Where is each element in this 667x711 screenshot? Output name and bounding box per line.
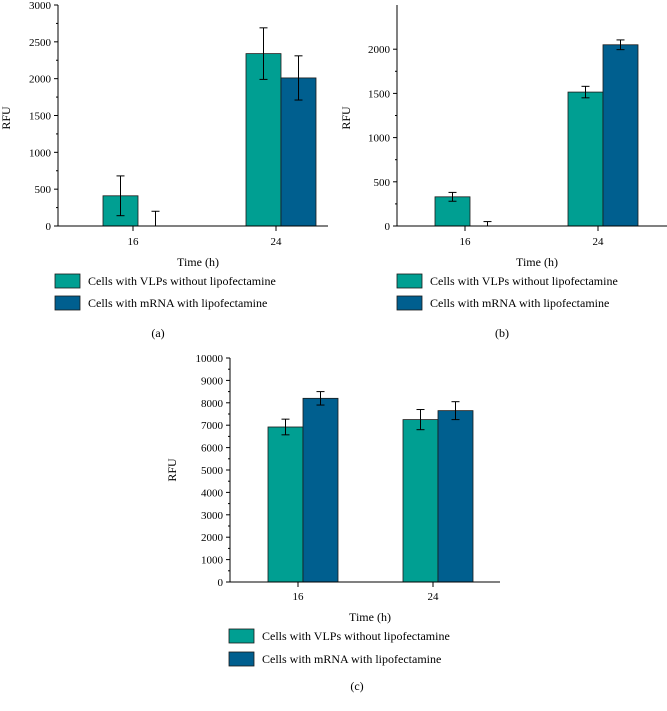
y-axis-label: RFU xyxy=(0,106,13,130)
x-axis-label: Time (h) xyxy=(516,255,558,269)
y-tick-label: 7000 xyxy=(201,420,224,432)
error-bar-vlp-16 xyxy=(281,418,290,436)
y-tick-label: 2000 xyxy=(201,532,224,544)
y-tick-label: 500 xyxy=(35,184,52,196)
y-tick-label: 1000 xyxy=(201,555,224,567)
chart-panel-3: 0 1000 2000 3000 4000 5000 6000 7000 8000 9000 100… xyxy=(165,353,500,693)
x-tick-label: 24 xyxy=(271,236,283,248)
bar-vlp-24 xyxy=(567,91,604,227)
y-axis-label: RFU xyxy=(165,458,179,482)
x-tick-label: 16 xyxy=(293,591,305,603)
error-bar-vlp-16 xyxy=(116,175,125,217)
y-tick-label: 0 xyxy=(385,221,391,233)
y-tick-label: 4000 xyxy=(201,487,224,499)
legend: Cells with VLPs without lipofectamine Cel… xyxy=(54,273,276,311)
bar-vlp-16 xyxy=(267,426,304,583)
legend-vlp-swatch xyxy=(396,273,423,289)
error-bar-mrna-24 xyxy=(616,39,625,51)
y-tick-label: 1500 xyxy=(368,88,391,100)
chart-panel-2: 0 500 1000 1500 2000 16 24 Time (h) RFU Cells wit… xyxy=(339,5,667,340)
y-tick-label: 2000 xyxy=(368,44,391,56)
y-tick-label: 5000 xyxy=(201,465,224,477)
bar-mrna-24 xyxy=(437,410,474,583)
bar-mrna-24 xyxy=(602,44,639,227)
legend-vlp-swatch xyxy=(54,273,81,289)
error-bar-mrna-16 xyxy=(316,391,325,406)
error-bar-mrna-24 xyxy=(294,55,303,101)
legend-mrna-label: Cells with mRNA with lipofectamine xyxy=(430,296,609,310)
error-bar-vlp-24 xyxy=(416,409,425,431)
error-bar-vlp-24 xyxy=(259,27,268,80)
panel-label: (b) xyxy=(495,326,509,340)
bar-mrna-16 xyxy=(302,397,339,583)
legend-vlp-label: Cells with VLPs without lipofectamine xyxy=(262,629,450,643)
x-axis-label: Time (h) xyxy=(349,610,391,624)
y-tick-label: 2000 xyxy=(29,74,52,86)
y-tick-label: 3000 xyxy=(201,510,224,522)
y-tick-label: 9000 xyxy=(201,375,224,387)
legend-vlp-label: Cells with VLPs without lipofectamine xyxy=(88,274,276,288)
panel-label: (c) xyxy=(350,679,363,693)
y-axis-label: RFU xyxy=(339,106,353,130)
x-axis-label: Time (h) xyxy=(177,255,219,269)
legend-mrna-swatch xyxy=(228,651,255,667)
y-tick-label: 1000 xyxy=(29,147,52,159)
y-tick-label: 0 xyxy=(218,577,224,589)
x-tick-label: 24 xyxy=(593,236,605,248)
legend: Cells with VLPs without lipofectamine Cel… xyxy=(396,273,618,311)
legend-mrna-swatch xyxy=(396,295,423,311)
y-tick-label: 10000 xyxy=(196,353,224,365)
error-bar-mrna-16 xyxy=(151,210,160,226)
y-tick-label: 2500 xyxy=(29,37,52,49)
y-tick-label: 1000 xyxy=(368,133,391,145)
y-tick-label: 1500 xyxy=(29,111,52,123)
error-bar-vlp-16 xyxy=(448,191,457,202)
error-bar-mrna-16 xyxy=(483,221,492,226)
y-tick-label: 6000 xyxy=(201,443,224,455)
y-tick-label: 8000 xyxy=(201,398,224,410)
legend: Cells with VLPs without lipofectamine Cel… xyxy=(228,628,450,667)
bar-mrna-24 xyxy=(280,77,317,227)
legend-vlp-label: Cells with VLPs without lipofectamine xyxy=(430,274,618,288)
x-tick-label: 24 xyxy=(428,591,440,603)
legend-mrna-label: Cells with mRNA with lipofectamine xyxy=(88,296,267,310)
error-bar-vlp-24 xyxy=(581,85,590,99)
x-tick-label: 16 xyxy=(460,236,472,248)
x-tick-label: 16 xyxy=(128,236,140,248)
y-tick-label: 3000 xyxy=(29,0,52,12)
panel-label: (a) xyxy=(151,326,164,340)
legend-mrna-swatch xyxy=(54,295,81,311)
error-bar-mrna-24 xyxy=(451,401,460,421)
y-tick-label: 500 xyxy=(374,177,391,189)
legend-mrna-label: Cells with mRNA with lipofectamine xyxy=(262,652,441,666)
chart-panel-1: 0 500 1000 1500 2000 2500 3000 16 24 Time (h) RFU C… xyxy=(0,0,328,340)
bar-vlp-24 xyxy=(402,419,439,583)
y-tick-label: 0 xyxy=(46,221,52,233)
legend-vlp-swatch xyxy=(228,628,255,644)
